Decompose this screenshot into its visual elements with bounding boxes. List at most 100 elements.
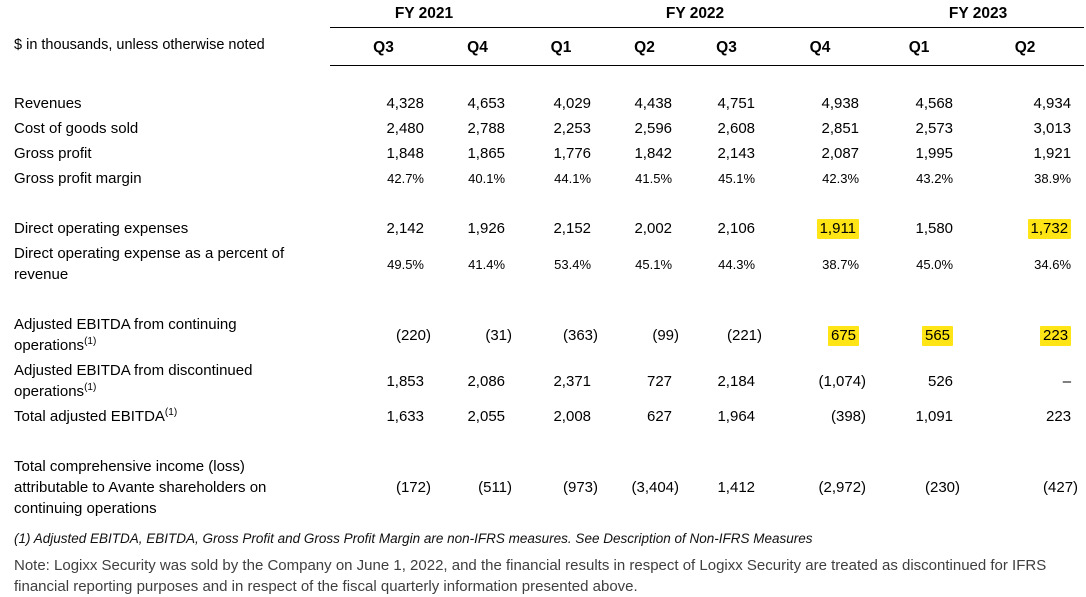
footnote-ref: (1) (84, 382, 97, 393)
spacer-row (0, 429, 1084, 454)
value-cell: 1,865 (467, 145, 506, 162)
fiscal-year-row: $ in thousands, unless otherwise noted F… (0, 2, 1085, 53)
value-cell: (230) (925, 479, 961, 496)
highlighted-value: 223 (1040, 325, 1072, 346)
table-header: $ in thousands, unless otherwise noted F… (0, 2, 1085, 66)
spacer-cell (0, 66, 1084, 92)
value-cell: 1,091 (915, 408, 954, 425)
value-cell: 1,842 (634, 145, 673, 162)
value-cell: 2,480 (386, 120, 424, 137)
value-cell: 2,371 (553, 372, 592, 390)
value-cell: (973) (562, 479, 599, 496)
footnotes-section: (1) Adjusted EBITDA, EBITDA, Gross Profi… (14, 529, 1076, 597)
value-cell: 40.1% (468, 171, 506, 186)
quarter-header: Q4 (768, 27, 873, 66)
value-cell: 1,732 (966, 216, 1084, 241)
value-cell: 2,008 (553, 408, 592, 425)
value-cell: 1,995 (915, 145, 954, 162)
quarter-row: Q3 Q4 Q1 Q2 Q3 Q4 Q1 Q2 (0, 27, 1085, 66)
value-cell: 2,055 (467, 408, 506, 425)
row-label: Adjusted EBITDA from discontinued operat… (14, 362, 253, 400)
value-cell: 1,964 (717, 408, 756, 425)
highlighted-value: 1,732 (1027, 219, 1072, 239)
table-row: Direct operating expenses 2,142 1,926 2,152… (0, 216, 1084, 241)
row-label: Total comprehensive income (loss) attrib… (14, 458, 267, 517)
table-row: Adjusted EBITDA from discontinued operat… (0, 358, 1084, 404)
value-cell: 49.5% (387, 256, 424, 272)
value-cell: 2,608 (717, 120, 756, 137)
value-cell: 1,921 (1033, 145, 1072, 162)
value-cell: 4,934 (1033, 95, 1072, 112)
fiscal-year-header: FY 2023 (872, 2, 1085, 28)
quarter-header: Q3 (685, 27, 769, 66)
value-cell: 675 (768, 312, 872, 358)
value-cell: 1,776 (553, 145, 592, 162)
value-cell: 2,184 (717, 372, 756, 390)
table-row: Gross profit 1,848 1,865 1,776 1,842 2,143 2,0… (0, 141, 1084, 166)
value-cell: 42.3% (822, 171, 860, 186)
value-cell: 223 (1046, 408, 1072, 425)
quarter-header: Q4 (437, 27, 519, 66)
value-cell: 38.9% (1034, 171, 1072, 186)
row-label: Cost of goods sold (14, 120, 139, 137)
value-cell: (511) (478, 479, 513, 496)
value-cell: (363) (562, 326, 599, 344)
spacer-cell (0, 287, 1084, 312)
value-cell: 44.3% (718, 256, 756, 272)
table-row: Total adjusted EBITDA(1) 1,633 2,055 2,008 6… (0, 404, 1084, 429)
value-cell: 2,851 (821, 120, 860, 137)
table-row: Direct operating expense as a percent of… (0, 241, 1084, 287)
value-cell: 1,911 (768, 216, 872, 241)
spacer-cell (0, 429, 1084, 454)
value-cell: 45.1% (635, 256, 673, 272)
row-label: Direct operating expense as a percent of… (14, 245, 285, 283)
table-row: Adjusted EBITDA from continuing operatio… (0, 312, 1084, 358)
value-cell: 38.7% (822, 256, 860, 272)
quarter-header: Q1 (872, 27, 967, 66)
value-cell: 1,412 (717, 479, 756, 496)
table-row: Revenues 4,328 4,653 4,029 4,438 4,751 4,938 4,… (0, 91, 1084, 116)
value-cell: 41.5% (635, 171, 673, 186)
value-cell: 1,853 (386, 372, 424, 390)
footnote-ref: (1) (164, 407, 178, 418)
table-row: Total comprehensive income (loss) attrib… (0, 454, 1084, 521)
value-cell: 53.4% (554, 256, 592, 272)
value-cell: 41.4% (468, 256, 506, 272)
table-row: Cost of goods sold 2,480 2,788 2,253 2,596 2,… (0, 116, 1084, 141)
value-cell: 2,152 (553, 220, 592, 237)
value-cell: 4,328 (386, 95, 424, 112)
value-cell: (398) (831, 408, 867, 425)
value-cell: 2,596 (634, 120, 673, 137)
value-cell: (1,074) (818, 372, 867, 390)
value-cell: 2,143 (717, 145, 756, 162)
value-cell: 42.7% (387, 171, 424, 186)
value-cell: (221) (726, 326, 763, 344)
value-cell: 43.2% (916, 171, 954, 186)
value-cell: 223 (966, 312, 1084, 358)
row-label: Adjusted EBITDA from continuing operatio… (14, 316, 237, 354)
value-cell: – (1062, 372, 1072, 390)
value-cell: 3,013 (1033, 120, 1072, 137)
value-cell: 1,580 (915, 220, 954, 237)
highlighted-value: 675 (828, 325, 860, 346)
value-cell: (427) (1043, 479, 1079, 496)
value-cell: 4,438 (634, 95, 673, 112)
value-cell: 4,751 (717, 95, 756, 112)
value-cell: (3,404) (631, 479, 680, 496)
spacer-cell (0, 191, 1084, 216)
value-cell: 2,106 (717, 220, 756, 237)
footnote-ref: (1) (84, 336, 97, 347)
row-label: Direct operating expenses (14, 220, 189, 237)
value-cell: 1,848 (386, 145, 424, 162)
quarter-header: Q3 (330, 27, 437, 66)
value-cell: 2,573 (915, 120, 954, 137)
value-cell: 34.6% (1034, 256, 1072, 272)
row-label: Gross profit margin (14, 170, 142, 187)
value-cell: 45.0% (916, 256, 954, 272)
value-cell: (31) (485, 326, 513, 344)
value-cell: (2,972) (818, 479, 867, 496)
fiscal-year-header: FY 2021 (330, 2, 519, 28)
value-cell: 45.1% (718, 171, 756, 186)
footnote-logixx-note: Note: Logixx Security was sold by the Co… (14, 556, 1047, 595)
value-cell: 1,633 (386, 408, 424, 425)
